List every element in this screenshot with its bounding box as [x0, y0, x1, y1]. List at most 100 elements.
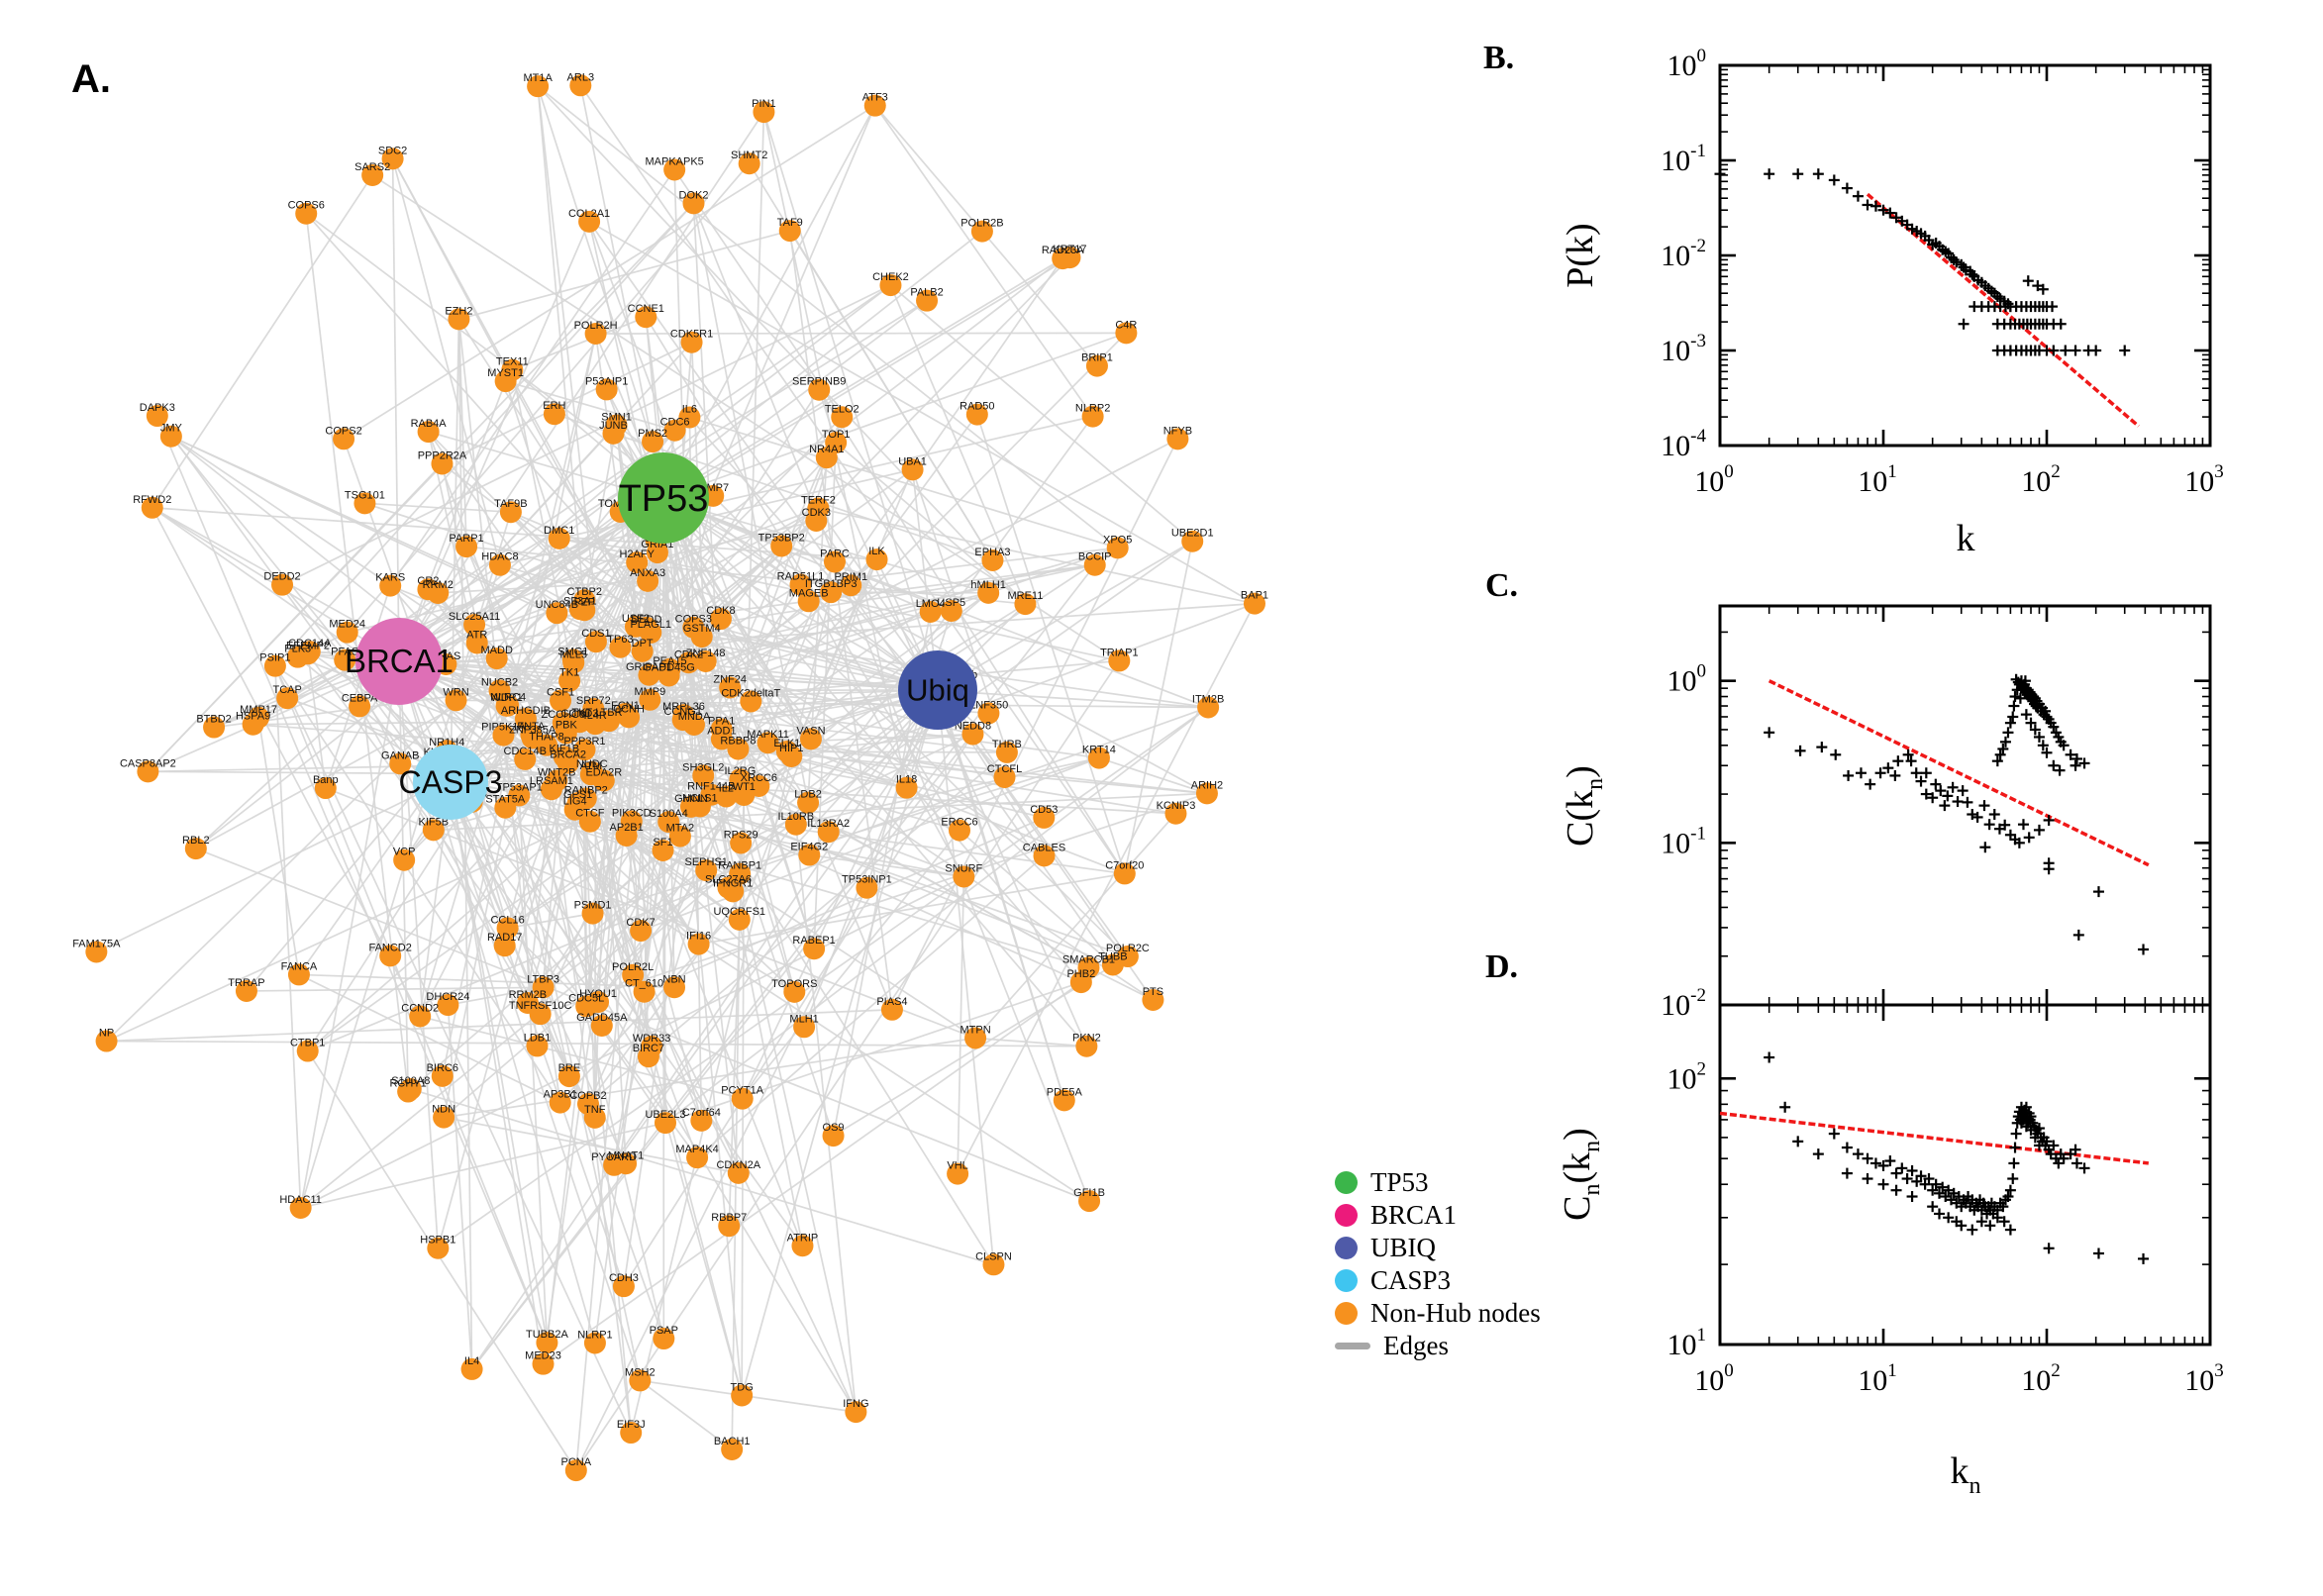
network-node	[493, 935, 516, 957]
network-node-label: SLC25A11	[449, 611, 500, 623]
network-node-label: COPS3	[675, 614, 712, 626]
x-tick-label: 100	[1694, 461, 1734, 498]
network-node	[798, 844, 821, 866]
network-node	[1108, 649, 1131, 672]
y-tick-label: 100	[1667, 661, 1707, 698]
network-node-label: POLR2C	[1106, 943, 1150, 954]
network-node	[654, 1112, 676, 1135]
network-panel: PPP3R1ZNF350ITM2BRPS29UNC84BPOLR2CMNDAIf…	[72, 71, 1268, 1482]
plot-frame	[1718, 63, 2212, 448]
y-tick-label: 101	[1667, 1325, 1707, 1361]
network-node	[488, 553, 511, 576]
x-axis-title: k	[1957, 518, 1975, 559]
network-node-label: MADD	[481, 645, 513, 656]
network-node	[460, 1357, 483, 1380]
network-node	[642, 431, 664, 453]
legend-item-ubiq: UBIQ	[1335, 1232, 1541, 1262]
network-node-label: NUCB2	[481, 676, 518, 688]
network-node-label: TRIAP1	[1100, 647, 1139, 658]
x-tick-label: 100	[1694, 1360, 1734, 1397]
network-node-label: SMN1	[601, 411, 632, 423]
network-node-label: DHCR24	[426, 991, 469, 1003]
network-node	[248, 706, 270, 729]
network-node-label: PMS2	[638, 428, 667, 440]
network-node	[718, 1215, 741, 1238]
network-node-label: NLRC4	[490, 692, 526, 704]
network-node	[682, 192, 705, 215]
network-node-label: KARS	[375, 572, 405, 584]
network-node-label: MYST1	[487, 367, 524, 379]
network-node-label: OS9	[823, 1122, 845, 1134]
network-node-label: PPA1	[708, 715, 735, 727]
network-node	[612, 1275, 635, 1298]
network-node	[630, 920, 653, 943]
network-node-label: COPS6	[288, 200, 325, 212]
network-node-label: NEDD8	[955, 721, 991, 733]
network-node	[740, 690, 762, 713]
network-node	[159, 425, 182, 448]
node-swatch-icon	[1335, 1236, 1358, 1259]
network-node	[803, 938, 826, 960]
network-node-label: IL4	[464, 1355, 479, 1367]
network-node-label: MAGEB	[789, 587, 829, 599]
hub-node-brca1	[355, 618, 443, 705]
network-node-label: RFWD2	[133, 494, 171, 506]
network-node	[646, 542, 668, 564]
network-node	[753, 101, 775, 124]
network-node-label: WNT2B	[538, 767, 576, 779]
network-node	[995, 741, 1018, 763]
network-node	[710, 728, 733, 750]
network-node-label: JMY	[160, 423, 183, 435]
network-node	[584, 323, 607, 346]
network-node	[629, 1369, 652, 1392]
network-node-label: DEDD2	[263, 571, 300, 583]
network-node	[1243, 592, 1265, 615]
network-node	[1142, 988, 1164, 1011]
panel-c-label: C.	[1485, 567, 1519, 604]
network-node-label: MTPN	[960, 1025, 990, 1037]
network-node-label: PEA15	[653, 655, 686, 667]
network-node-label: FCN1	[611, 700, 640, 712]
network-node	[947, 1162, 969, 1185]
network-node	[879, 274, 902, 297]
network-node-label: KIF1B	[550, 743, 580, 754]
network-node	[961, 723, 984, 746]
network-node	[595, 378, 618, 401]
network-node-label: TERF2	[801, 494, 836, 506]
network-node-label: VASN	[796, 725, 825, 737]
network-node	[1113, 862, 1136, 885]
network-node-label: HSPA9	[236, 711, 270, 723]
network-node	[709, 608, 732, 631]
network-node-label: MRE11	[1007, 590, 1043, 602]
network-node	[536, 1332, 558, 1354]
network-node-label: CTCFL	[987, 763, 1022, 775]
network-node-label: CDC14B	[504, 746, 547, 757]
network-node	[635, 306, 657, 329]
network-node	[532, 1352, 555, 1375]
network-node-label: WRN	[443, 686, 468, 698]
network-node	[1077, 956, 1100, 979]
network-node	[679, 795, 702, 818]
network-node	[687, 933, 710, 955]
network-node	[521, 727, 544, 749]
legend-label: UBIQ	[1370, 1232, 1436, 1262]
network-node-label: TELO2	[825, 403, 859, 415]
network-node-label: RRM2	[423, 579, 454, 591]
network-node-label: IFI16	[686, 931, 711, 943]
axis-ticks	[1718, 1005, 2212, 1347]
network-node	[590, 1014, 613, 1037]
network-node-label: SMARCB1	[1062, 953, 1115, 965]
network-node-label: ARIH2	[1191, 779, 1223, 791]
network-node	[970, 220, 993, 243]
network-node-label: PKN2	[1072, 1033, 1101, 1045]
network-node-label: PIP5K1A	[481, 722, 526, 734]
axis-ticks	[1718, 63, 2212, 448]
network-node	[85, 941, 108, 963]
network-node	[298, 641, 321, 663]
network-node	[727, 738, 750, 760]
network-node-label: RAD23A	[1042, 245, 1084, 256]
plot-frame	[1718, 1003, 2212, 1347]
network-node-label: MED23	[525, 1350, 561, 1362]
network-node	[276, 687, 299, 710]
